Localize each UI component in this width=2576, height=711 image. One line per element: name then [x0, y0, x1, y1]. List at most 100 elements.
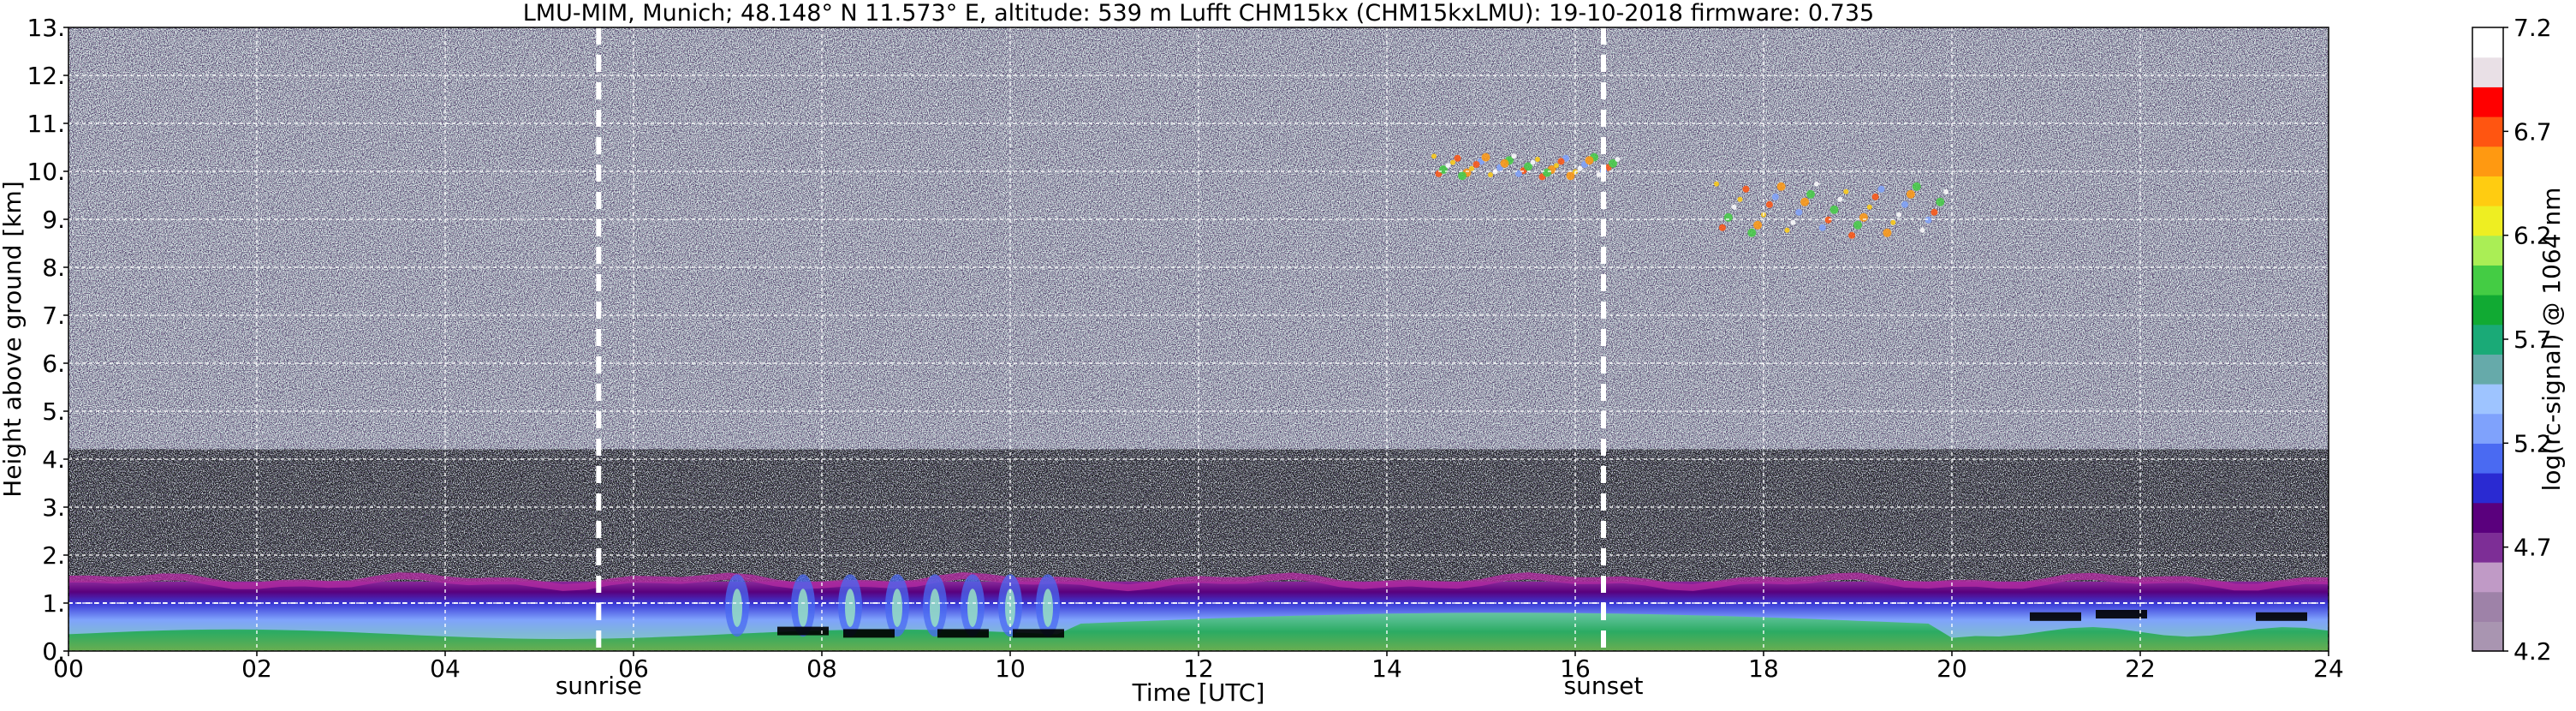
chart-title: LMU-MIM, Munich; 48.148° N 11.573° E, al…	[523, 0, 1874, 27]
x-axis-ticks: 00 02 04 06 08 10 12 14 16 18 20 22 24	[53, 651, 2344, 683]
colorbar-segment	[2472, 117, 2503, 147]
y-tick-label: 9.	[42, 206, 65, 234]
x-tick-label: 08	[806, 654, 837, 683]
colorbar-segment	[2472, 413, 2503, 444]
cirrus-speck	[1776, 182, 1786, 191]
cirrus-speck	[1596, 172, 1602, 177]
cirrus-speck	[1431, 153, 1437, 159]
colorbar-segment	[2472, 57, 2503, 87]
cirrus-speck	[1585, 156, 1594, 165]
cirrus-speck	[1800, 197, 1810, 206]
colorbar-segment	[2472, 502, 2503, 533]
cirrus-speck	[1723, 212, 1733, 222]
cirrus-speck	[1488, 172, 1493, 177]
cloud-base-mark	[937, 629, 989, 638]
colorbar-segment	[2472, 443, 2503, 474]
y-tick-label: 3.	[42, 493, 65, 522]
cirrus-speck	[1919, 227, 1925, 233]
colorbar: 4.2 4.7 5.2 5.7 6.2 6.7 7.2	[2472, 14, 2552, 666]
colorbar-tick-label: 7.2	[2514, 14, 2552, 42]
colorbar-segment	[2472, 265, 2503, 296]
cirrus-speck	[1795, 208, 1803, 216]
x-tick-label: 24	[2313, 654, 2344, 683]
sunrise-label: sunrise	[556, 672, 642, 700]
colorbar-tick-label: 6.2	[2514, 222, 2552, 250]
cirrus-speck	[1925, 216, 1932, 224]
cirrus-speck	[1557, 158, 1565, 165]
colorbar-tick-label: 4.2	[2514, 637, 2552, 666]
y-tick-label: 8.	[42, 254, 65, 282]
cirrus-speck	[1469, 165, 1474, 171]
y-tick-label: 2.	[42, 541, 65, 570]
x-tick-label: 16	[1560, 654, 1591, 683]
cirrus-speck	[1515, 170, 1522, 177]
cirrus-speck	[1943, 188, 1949, 194]
colorbar-segment	[2472, 295, 2503, 326]
colorbar-segment	[2472, 27, 2503, 58]
cirrus-speck	[1936, 197, 1945, 206]
cirrus-speck	[1784, 227, 1790, 233]
cirrus-speck	[1714, 181, 1719, 187]
colorbar-tick-label: 5.2	[2514, 429, 2552, 457]
sun-lines	[596, 27, 1606, 651]
convective-plume-core	[892, 589, 902, 627]
colorbar-segment	[2472, 324, 2503, 355]
x-tick-label: 14	[1371, 654, 1402, 683]
colorbar-segment	[2472, 532, 2503, 563]
colorbar-segment	[2472, 354, 2503, 385]
cirrus-speck	[1481, 152, 1490, 162]
colorbar-label: log(rc-signal) @ 1064 nm	[2537, 188, 2566, 492]
colorbar-tick-label: 6.7	[2514, 117, 2552, 146]
y-tick-label: 0.	[42, 637, 65, 666]
x-tick-label: 06	[618, 654, 649, 683]
cirrus-speck	[1883, 228, 1892, 237]
colorbar-segment	[2472, 562, 2503, 593]
cirrus-speck	[1931, 208, 1938, 216]
x-tick-label: 00	[53, 654, 84, 683]
colorbar-segment	[2472, 384, 2503, 415]
convective-plume-core	[845, 589, 855, 627]
heatmap-field	[68, 27, 2329, 651]
cirrus-speck	[1837, 196, 1843, 202]
cirrus-speck	[1790, 219, 1796, 225]
cirrus-speck	[1853, 220, 1862, 230]
y-tick-label: 7.	[42, 302, 65, 330]
cloud-base-mark	[2096, 610, 2147, 618]
cirrus-speck	[1454, 154, 1461, 162]
cirrus-speck	[1843, 188, 1849, 194]
grid-lines	[68, 27, 2329, 651]
heatmap-lower-dark-band	[68, 449, 2329, 589]
colorbar-segment	[2472, 591, 2503, 622]
colorbar-tick-label: 5.7	[2514, 326, 2552, 354]
x-tick-label: 20	[1936, 654, 1967, 683]
x-tick-label: 02	[241, 654, 272, 683]
cirrus-speck	[1458, 171, 1466, 181]
cirrus-speck	[1877, 185, 1885, 193]
cirrus-speck	[1535, 157, 1540, 162]
cirrus-speck	[1747, 228, 1757, 237]
cirrus-speck	[1543, 168, 1551, 177]
cirrus-speck	[1511, 153, 1517, 159]
annotations: sunrise sunset	[556, 672, 1644, 700]
y-tick-label: 1.	[42, 589, 65, 618]
sunset-label: sunset	[1564, 672, 1644, 700]
cirrus-speck	[1871, 193, 1879, 200]
cloud-base-mark	[777, 626, 829, 636]
cirrus-speck	[1818, 224, 1826, 231]
cirrus-speck	[1866, 204, 1872, 210]
cirrus-speck	[1530, 159, 1536, 165]
colorbar-segment	[2472, 206, 2503, 236]
cloud-base-mark	[2256, 612, 2307, 621]
cirrus-speck	[1771, 193, 1779, 200]
cirrus-speck	[1742, 185, 1750, 193]
colorbar-segment	[2472, 473, 2503, 504]
y-tick-label: 10.	[27, 158, 65, 186]
cirrus-speck	[1737, 196, 1743, 202]
convective-plume-core	[1043, 589, 1053, 627]
cirrus-speck	[1577, 165, 1583, 171]
cirrus-speck	[1896, 212, 1902, 218]
cirrus-speck	[1765, 200, 1773, 208]
y-axis-ticks: 0. 1. 2. 3. 4. 5. 6. 7. 8. 9. 10. 11. 12. 13.	[27, 14, 68, 666]
y-tick-label: 11.	[27, 110, 65, 138]
